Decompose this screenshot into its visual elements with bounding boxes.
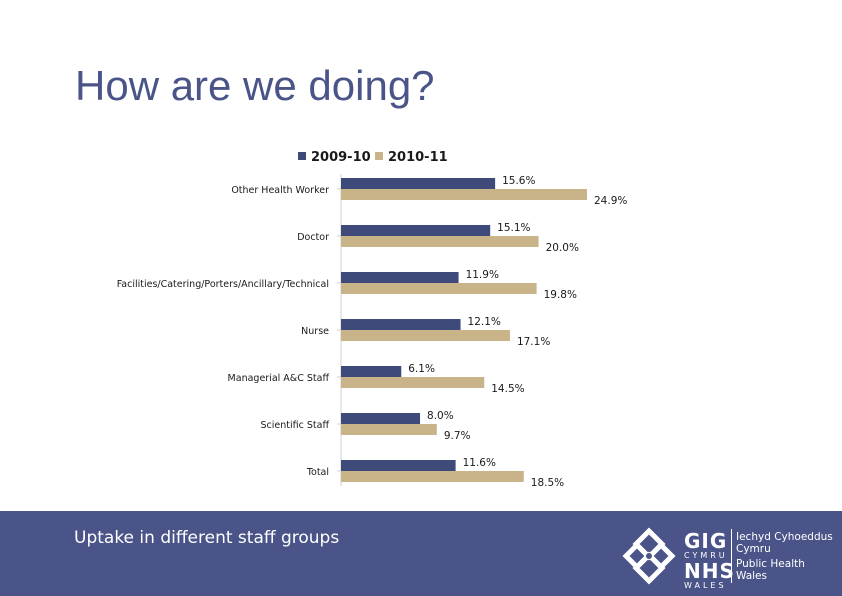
legend-swatch-1 — [375, 152, 383, 160]
logo-cymru: CYMRU — [684, 551, 728, 560]
category-label: Nurse — [301, 326, 329, 337]
data-label: 15.1% — [497, 222, 530, 234]
logo-nhs: NHS — [684, 559, 735, 583]
logo-wales: WALES — [684, 581, 727, 590]
logo-org-welsh-2: Cymru — [736, 543, 771, 555]
logo-gig: GIG — [684, 529, 728, 553]
logo-org-english-2: Wales — [736, 570, 767, 582]
data-label: 11.6% — [463, 457, 496, 469]
category-label: Scientific Staff — [261, 420, 330, 431]
data-label: 6.1% — [408, 363, 435, 375]
bar-2010-11 — [341, 471, 524, 482]
bar-2009-10 — [341, 460, 456, 471]
data-label: 9.7% — [444, 430, 471, 442]
data-label: 15.6% — [502, 175, 535, 187]
bar-2010-11 — [341, 236, 539, 247]
bar-2009-10 — [341, 319, 461, 330]
category-label: Doctor — [297, 232, 329, 243]
bar-2009-10 — [341, 225, 491, 236]
logo-org-english-1: Public Health — [736, 558, 805, 570]
legend-label-0: 2009-10 — [311, 150, 371, 165]
data-label: 20.0% — [546, 242, 579, 254]
slide-caption: Uptake in different staff groups — [74, 528, 340, 548]
data-label: 19.8% — [544, 289, 577, 301]
bar-2009-10 — [341, 178, 496, 189]
bar-2009-10 — [341, 366, 402, 377]
data-label: 8.0% — [427, 410, 454, 422]
slide-title: How are we doing? — [75, 62, 435, 109]
bar-2009-10 — [341, 413, 421, 424]
bar-2010-11 — [341, 424, 437, 435]
nhs-wales-logo: GIG CYMRU NHS WALES Iechyd Cyhoeddus Cym… — [618, 521, 833, 590]
knot-emblem-icon — [622, 527, 676, 585]
data-label: 18.5% — [531, 477, 564, 489]
data-label: 14.5% — [491, 383, 524, 395]
logo-org-welsh-1: Iechyd Cyhoeddus — [736, 531, 833, 543]
bar-2009-10 — [341, 272, 459, 283]
legend-label-1: 2010-11 — [388, 150, 448, 165]
legend-swatch-0 — [298, 152, 306, 160]
bar-2010-11 — [341, 283, 537, 294]
data-label: 11.9% — [466, 269, 499, 281]
bar-2010-11 — [341, 330, 510, 341]
data-label: 17.1% — [517, 336, 550, 348]
data-label: 24.9% — [594, 195, 627, 207]
bar-chart: 2009-10 2010-11 Other Health Worker 15.6% 24… — [117, 150, 628, 489]
footer-bar: Uptake in different staff groups GIG CYM… — [0, 511, 842, 596]
category-label: Other Health Worker — [231, 185, 329, 196]
data-label: 12.1% — [468, 316, 501, 328]
category-label: Total — [306, 467, 329, 478]
bar-2010-11 — [341, 377, 485, 388]
category-label: Facilities/Catering/Porters/Ancillary/Te… — [117, 279, 329, 290]
category-label: Managerial A&C Staff — [228, 373, 330, 384]
bar-2010-11 — [341, 189, 587, 200]
logo-divider — [731, 529, 732, 583]
